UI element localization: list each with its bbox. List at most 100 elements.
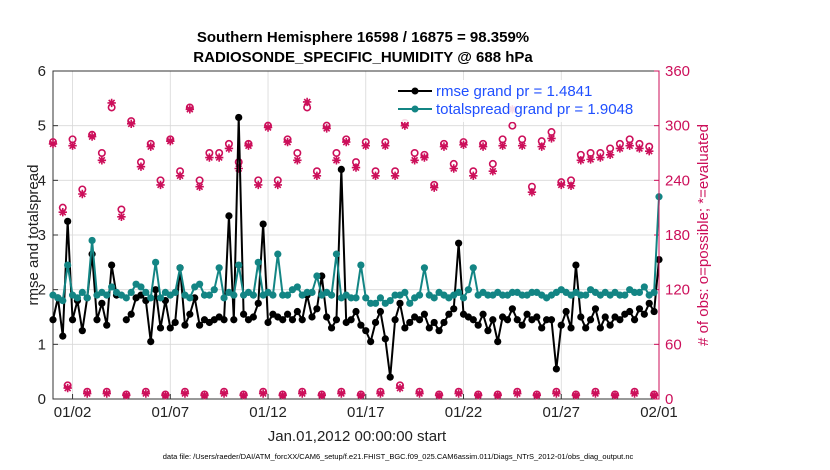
rmse-point bbox=[283, 310, 292, 318]
totalspread-point bbox=[147, 294, 155, 302]
rmse-point bbox=[445, 310, 453, 318]
totalspread-point bbox=[362, 294, 370, 302]
obs-evaluated-point bbox=[293, 156, 302, 165]
legend: rmse grand pr = 1.4841 totalspread grand… bbox=[395, 80, 645, 122]
rmse-point bbox=[489, 316, 497, 324]
obs-evaluated-point bbox=[219, 389, 229, 398]
obs-evaluated-point bbox=[175, 171, 185, 180]
obs-evaluated-point bbox=[126, 119, 136, 129]
obs-evaluated-point bbox=[78, 189, 87, 199]
rmse-point bbox=[557, 321, 565, 329]
totalspread-point bbox=[371, 299, 380, 307]
obs-evaluated-point bbox=[615, 144, 625, 153]
rmse-point bbox=[435, 327, 443, 335]
rmse-point bbox=[552, 365, 560, 373]
totalspread-point bbox=[142, 288, 150, 296]
y-tick-label: 5 bbox=[38, 118, 46, 135]
obs-evaluated-point bbox=[513, 389, 522, 398]
obs-evaluated-point bbox=[537, 142, 546, 151]
rmse-point bbox=[635, 305, 644, 313]
rmse-point bbox=[298, 316, 306, 324]
rmse-point bbox=[288, 316, 297, 324]
rmse-point bbox=[254, 299, 262, 307]
obs-evaluated-point bbox=[185, 105, 195, 114]
totalspread-point bbox=[469, 264, 477, 272]
rmse-point bbox=[494, 338, 502, 346]
rmse-point bbox=[103, 321, 111, 329]
rmse-point bbox=[430, 318, 438, 327]
obs-evaluated-point bbox=[342, 137, 351, 147]
rmse-point bbox=[166, 324, 174, 332]
rmse-point bbox=[308, 313, 316, 321]
rmse-point bbox=[220, 316, 228, 324]
y-tick-label: 6 bbox=[38, 63, 46, 80]
obs-evaluated-point bbox=[273, 180, 283, 190]
rmse-point bbox=[181, 321, 189, 329]
rmse-point bbox=[332, 316, 341, 324]
obs-evaluated-point bbox=[361, 141, 370, 150]
rmse-point bbox=[186, 310, 194, 318]
obs-evaluated-point bbox=[239, 391, 248, 400]
obs-evaluated-point bbox=[244, 141, 253, 150]
x-axis-label: Jan.01,2012 00:00:00 start bbox=[268, 428, 447, 445]
obs-evaluated-point bbox=[156, 180, 165, 190]
obs-evaluated-point bbox=[117, 212, 126, 221]
y-right-tick-label: 120 bbox=[665, 282, 690, 299]
obs-evaluated-point bbox=[376, 389, 385, 398]
obs-evaluated-point bbox=[180, 389, 190, 398]
totalspread-point bbox=[196, 280, 204, 288]
obs-evaluated-point bbox=[58, 208, 67, 217]
legend-spread-label: totalspread grand pr = 1.9048 bbox=[436, 101, 633, 118]
rmse-point bbox=[64, 217, 72, 225]
rmse-point bbox=[396, 299, 404, 307]
obs-evaluated-point bbox=[258, 389, 268, 398]
rmse-point bbox=[239, 310, 248, 318]
rmse-point bbox=[538, 324, 546, 332]
rmse-point bbox=[127, 310, 135, 318]
obs-evaluated-point bbox=[625, 141, 634, 150]
obs-evaluated-point bbox=[141, 389, 151, 398]
totalspread-point bbox=[78, 288, 86, 296]
rmse-point bbox=[352, 307, 360, 316]
totalspread-point bbox=[313, 272, 321, 280]
obs-evaluated-point bbox=[263, 123, 273, 132]
totalspread-point bbox=[406, 299, 414, 307]
rmse-point bbox=[616, 316, 624, 324]
rmse-point bbox=[650, 307, 658, 316]
obs-evaluated-point bbox=[205, 153, 214, 162]
obs-evaluated-point bbox=[322, 124, 331, 133]
totalspread-point bbox=[73, 294, 82, 302]
obs-evaluated-point bbox=[493, 391, 502, 400]
obs-evaluated-point bbox=[488, 167, 498, 176]
totalspread-point bbox=[64, 261, 72, 269]
obs-evaluated-point bbox=[610, 391, 620, 400]
rmse-point bbox=[503, 316, 512, 324]
obs-evaluated-point bbox=[200, 391, 209, 400]
obs-evaluated-point bbox=[390, 171, 400, 180]
rmse-point bbox=[171, 318, 179, 327]
rmse-point bbox=[567, 324, 575, 332]
rmse-point bbox=[606, 321, 614, 329]
obs-evaluated-point bbox=[469, 171, 478, 180]
obs-evaluated-point bbox=[302, 97, 312, 107]
obs-evaluated-point bbox=[400, 121, 410, 130]
totalspread-point bbox=[464, 286, 473, 294]
rmse-point bbox=[582, 324, 590, 332]
obs-evaluated-point bbox=[136, 162, 146, 171]
totalspread-point bbox=[186, 294, 194, 302]
obs-evaluated-point bbox=[517, 141, 527, 150]
totalspread-point bbox=[176, 264, 184, 272]
rmse-point bbox=[108, 261, 116, 269]
rmse-point bbox=[327, 324, 336, 332]
y-right-tick-label: 300 bbox=[665, 118, 690, 135]
obs-evaluated-point bbox=[498, 141, 507, 150]
obs-evaluated-point bbox=[434, 391, 444, 400]
rmse-point bbox=[425, 324, 433, 332]
obs-evaluated-point bbox=[591, 389, 600, 398]
obs-evaluated-point bbox=[439, 142, 449, 151]
obs-evaluated-point bbox=[459, 140, 468, 149]
y-right-tick-label: 240 bbox=[665, 172, 690, 189]
rmse-point bbox=[362, 327, 370, 335]
y-right-tick-label: 360 bbox=[665, 63, 690, 80]
rmse-point bbox=[386, 373, 394, 381]
